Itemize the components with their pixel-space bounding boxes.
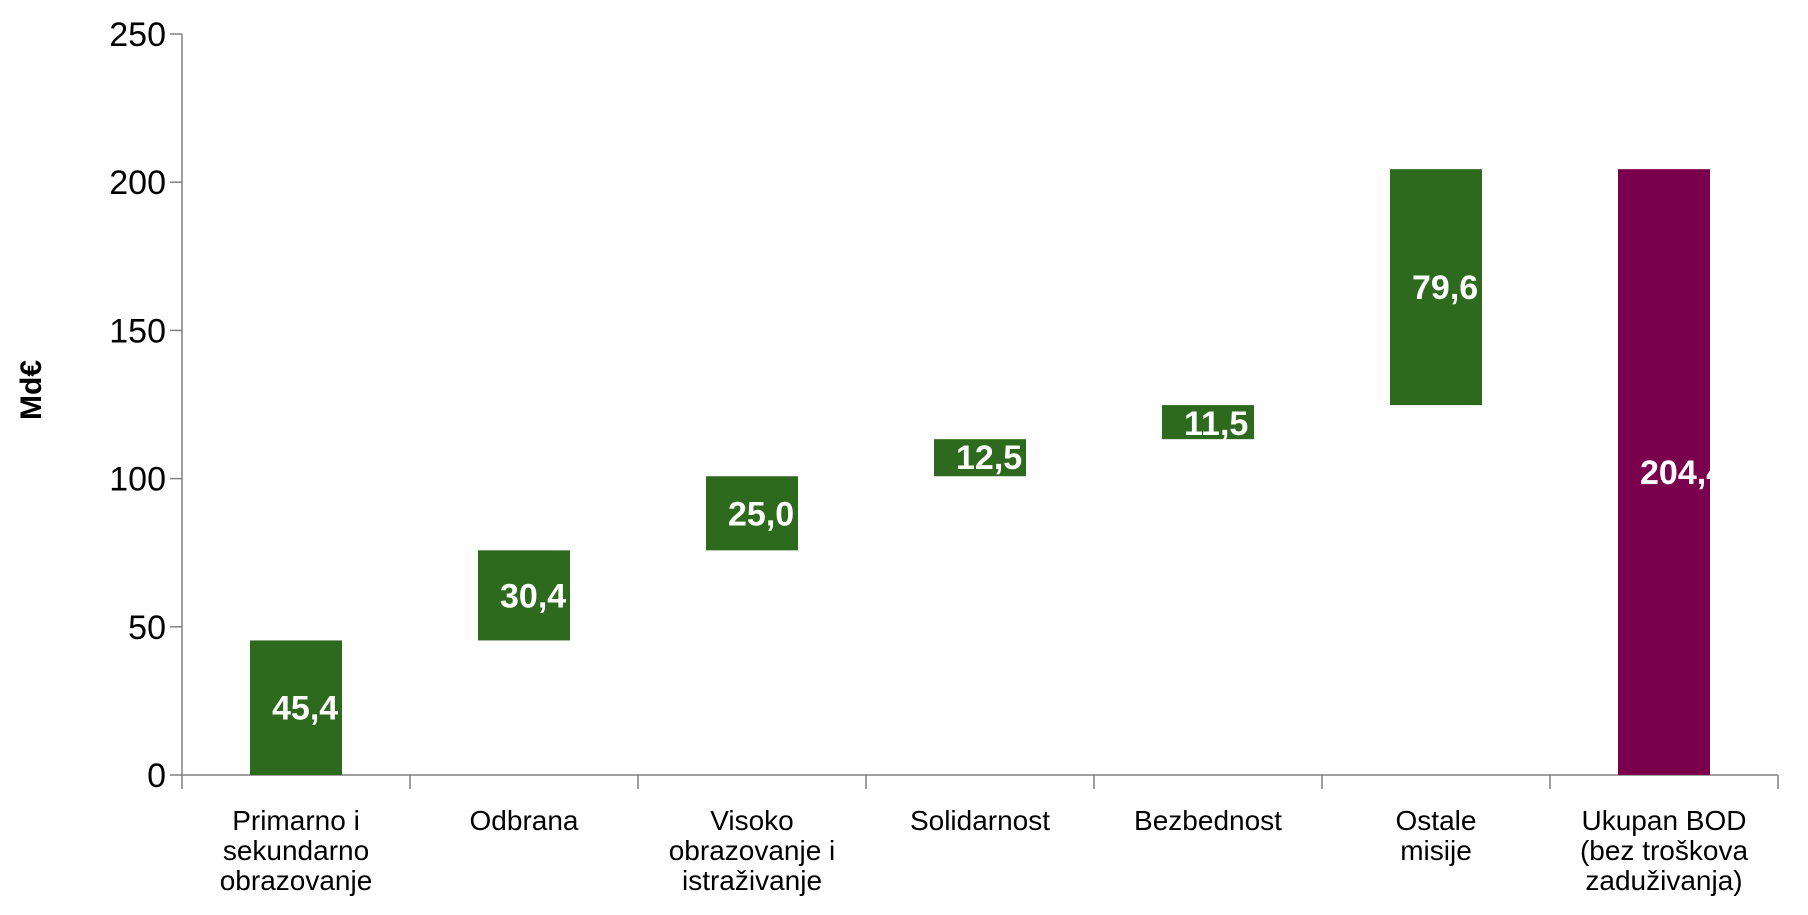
waterfall-bar	[1390, 169, 1482, 406]
category-labels: Primarno i sekundarno obrazovanje Odbrana Vi…	[220, 805, 1749, 896]
y-tick-label: 50	[128, 609, 166, 647]
y-axis-title: Md€	[15, 360, 48, 420]
category-label: Bezbednost	[1134, 805, 1282, 836]
y-tick-label: 150	[109, 312, 166, 350]
category-label-line: obrazovanje	[220, 865, 373, 896]
bar-value-label: 25,0	[728, 495, 794, 533]
category-label-line: zaduživanja)	[1585, 865, 1742, 896]
category-label-line: (bez troškova	[1580, 835, 1748, 866]
category-label: Solidarnost	[910, 805, 1050, 836]
y-tick-label: 0	[147, 757, 166, 795]
category-label-line: Primarno i	[232, 805, 360, 836]
category-label-line: Visoko	[710, 805, 794, 836]
category-label-line: obrazovanje i	[669, 835, 836, 866]
category-label-line: Bezbednost	[1134, 805, 1282, 836]
category-label: Odbrana	[470, 805, 579, 836]
category-label: Primarno i sekundarno obrazovanje	[220, 805, 373, 896]
category-label: Visoko obrazovanje i istraživanje	[669, 805, 836, 896]
bar-value-label: 204,4	[1640, 454, 1725, 492]
x-axis	[181, 774, 1779, 789]
category-label: Ukupan BOD (bez troškova zaduživanja)	[1580, 805, 1748, 896]
y-tick-label: 200	[109, 164, 166, 202]
category-label-line: sekundarno	[223, 835, 369, 866]
bar-value-label: 79,6	[1412, 269, 1478, 307]
total-bar	[1618, 169, 1710, 776]
waterfall-bar	[706, 476, 798, 551]
y-axis: 0 50 100 150 200 250	[109, 16, 183, 795]
bar-labels: 45,4 30,4 25,0 12,5 11,5 79,6 204,4	[272, 269, 1725, 728]
bar-value-label: 12,5	[956, 439, 1022, 477]
bars	[250, 169, 1710, 776]
y-tick-label: 250	[109, 16, 166, 54]
category-label-line: Ostale	[1396, 805, 1477, 836]
category-label: Ostale misije	[1396, 805, 1477, 866]
bar-value-label: 45,4	[272, 690, 338, 728]
category-label-line: Solidarnost	[910, 805, 1050, 836]
category-label-line: Ukupan BOD	[1582, 805, 1747, 836]
category-label-line: Odbrana	[470, 805, 579, 836]
y-tick-label: 100	[109, 461, 166, 499]
waterfall-bar	[250, 640, 342, 775]
waterfall-bar	[934, 439, 1026, 477]
category-label-line: istraživanje	[682, 865, 822, 896]
category-label-line: misije	[1400, 835, 1472, 866]
bar-value-label: 30,4	[500, 577, 566, 615]
bar-value-label: 11,5	[1184, 405, 1248, 443]
waterfall-bar	[478, 550, 570, 641]
waterfall-bar	[1162, 405, 1254, 440]
